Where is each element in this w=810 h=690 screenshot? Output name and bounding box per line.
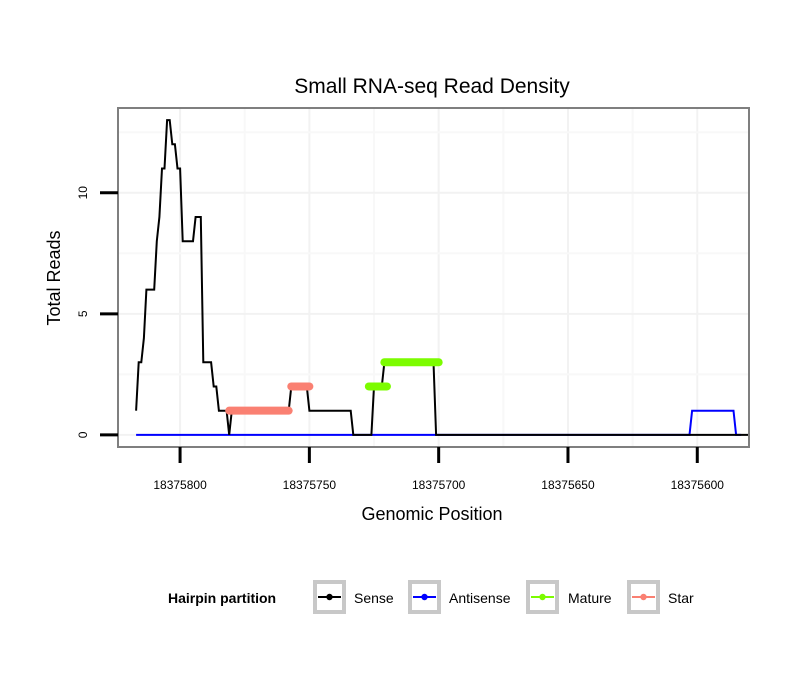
x-tick-label: 18375600 bbox=[671, 478, 725, 492]
sense-series-line bbox=[135, 119, 749, 436]
x-axis-title: Genomic Position bbox=[361, 504, 502, 524]
plot-background bbox=[118, 108, 749, 447]
legend-label: Sense bbox=[354, 590, 394, 606]
legend-key-dot bbox=[421, 593, 428, 601]
legend-key-dot bbox=[326, 593, 333, 601]
x-tick-label: 18375650 bbox=[541, 478, 595, 492]
plot-area bbox=[117, 107, 750, 448]
legend-label: Antisense bbox=[449, 590, 511, 606]
x-tick-label: 18375700 bbox=[412, 478, 466, 492]
legend-key-dot bbox=[539, 593, 546, 601]
y-axis-title: Total Reads bbox=[44, 230, 64, 325]
legend-entry-star: Star bbox=[627, 580, 694, 614]
series-layer bbox=[135, 119, 749, 436]
x-axis: 18375800 18375750 18375700 18375650 18375600 bbox=[153, 447, 724, 492]
chart-title: Small RNA-seq Read Density bbox=[294, 75, 570, 98]
y-axis: 0 5 10 bbox=[76, 186, 118, 438]
plot-border bbox=[117, 107, 750, 448]
legend-entries: Sense Antisense Mature Star bbox=[313, 580, 694, 614]
x-tick-label: 18375800 bbox=[153, 478, 207, 492]
x-tick-label: 18375750 bbox=[283, 478, 337, 492]
legend-entry-sense: Sense bbox=[313, 580, 394, 614]
legend-label: Mature bbox=[568, 590, 612, 606]
legend-title: Hairpin partition bbox=[168, 590, 276, 606]
y-tick-label: 10 bbox=[76, 186, 90, 200]
legend-key-dot bbox=[640, 593, 647, 601]
legend: Hairpin partition Sense Antisense Mature St… bbox=[168, 580, 694, 614]
legend-label: Star bbox=[668, 590, 694, 606]
y-tick-label: 5 bbox=[76, 310, 90, 317]
legend-entry-antisense: Antisense bbox=[408, 580, 511, 614]
legend-entry-mature: Mature bbox=[526, 580, 612, 614]
y-tick-label: 0 bbox=[76, 431, 90, 438]
